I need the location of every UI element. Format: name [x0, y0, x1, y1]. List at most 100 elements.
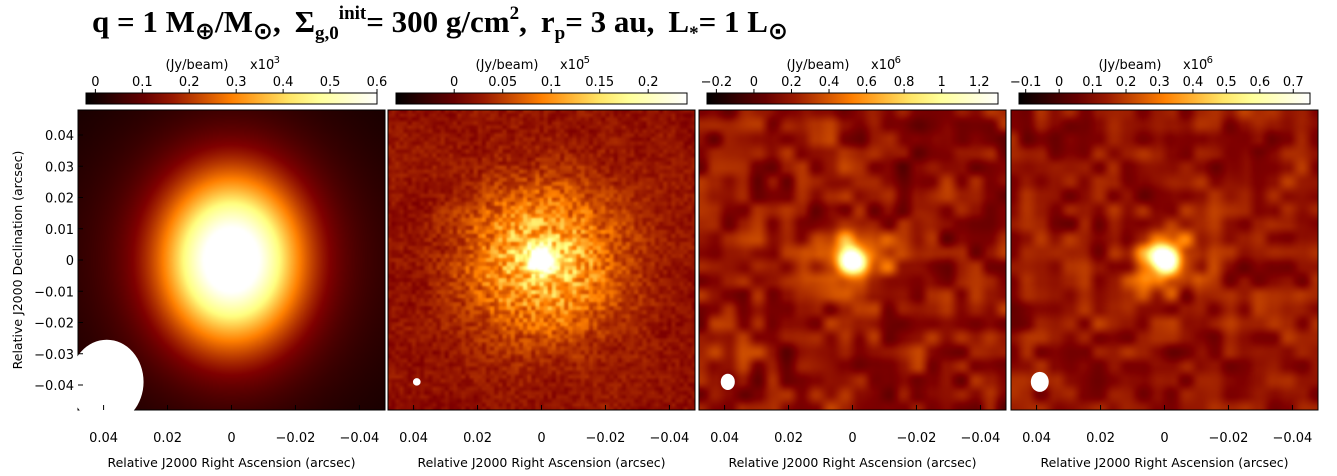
colorbar-unit-label: (Jy/beam) [787, 58, 850, 73]
x-tick-label: −0.02 [586, 431, 626, 446]
x-tick-label: 0 [537, 431, 545, 446]
colorbar-tick-label: −0.1 [1010, 75, 1042, 90]
y-tick-label: 0.01 [45, 223, 74, 238]
colorbar [395, 92, 688, 105]
colorbar-tick-label: 0.2 [781, 75, 802, 90]
title-rp-sub: p [554, 23, 566, 44]
colorbar-tick-label: 0.4 [1183, 75, 1204, 90]
colorbar-tick-label: 0.5 [1216, 75, 1237, 90]
x-tick-label: 0 [1160, 431, 1168, 446]
x-axis-label: Relative J2000 Right Ascension (arcsec) [417, 455, 665, 470]
x-tick-label: −0.04 [339, 431, 379, 446]
beam-ellipse [1030, 371, 1049, 392]
title-sigma-sub: g,0 [315, 23, 339, 44]
title-sigma: Σ [294, 4, 316, 39]
x-tick-label: −0.04 [1272, 431, 1312, 446]
y-tick-label: −0.03 [34, 348, 74, 363]
colorbar-unit-label: (Jy/beam) [476, 58, 539, 73]
y-tick-label: −0.01 [34, 285, 74, 300]
x-axis-label: Relative J2000 Right Ascension (arcsec) [1040, 455, 1288, 470]
colorbar-tick-label: −0.2 [701, 75, 733, 90]
panel-3-image [699, 110, 1006, 410]
x-axis-label: Relative J2000 Right Ascension (arcsec) [728, 455, 976, 470]
colorbar [85, 92, 378, 105]
y-tick-label: −0.02 [34, 317, 74, 332]
x-tick-label: 0.04 [1022, 431, 1051, 446]
colorbar-tick-label: 0.3 [1149, 75, 1170, 90]
colorbar-unit-label: (Jy/beam) [166, 58, 229, 73]
panel-2: 0 0.05 0.1 0.15 0.2 (Jy/beam) x10-5 0.04 0.02 0 −0… [387, 55, 696, 470]
x-tick-label: −0.02 [276, 431, 316, 446]
title-lstar-value: = 1 L [698, 4, 768, 39]
colorbar-tick-label: 0 [1055, 75, 1063, 90]
x-tick-label: −0.02 [1209, 431, 1249, 446]
title-rp-value: = 3 au, [565, 4, 655, 39]
title-q: q = 1 M [92, 4, 195, 39]
x-tick-label: 0.02 [153, 431, 182, 446]
colorbar-scale-label: x10 [560, 58, 584, 73]
title-sigma-value: = 300 g/cm [366, 4, 510, 39]
title-squared: 2 [509, 3, 520, 24]
colorbar-tick-label: 0.6 [1249, 75, 1270, 90]
title-comma-1: , [273, 4, 281, 39]
y-tick-label: 0.02 [45, 192, 74, 207]
sun-symbol-1: ⊙ [252, 17, 274, 45]
y-axis-label: Relative J2000 Declination (arcsec) [10, 151, 25, 370]
colorbar-tick-label: 0.8 [894, 75, 915, 90]
figure-title: q = 1 M⊕/M⊙, Σg,0init = 300 g/cm2, rp = 3 … [92, 2, 789, 45]
colorbar-tick-label: 0.4 [819, 75, 840, 90]
title-comma-2: , [519, 4, 527, 39]
x-tick-label: 0.02 [1086, 431, 1115, 446]
colorbar-tick-label: 0.1 [541, 75, 562, 90]
colorbar-tick-label: 0.05 [488, 75, 517, 90]
colorbar-scale-exponent: -6 [1203, 55, 1213, 66]
colorbar-tick-label: 0.2 [638, 75, 659, 90]
colorbar-tick-label: 0.15 [585, 75, 614, 90]
x-tick-label: 0 [848, 431, 856, 446]
y-tick-label: 0.03 [45, 160, 74, 175]
colorbar-scale-exponent: -3 [270, 55, 280, 66]
title-slash: /M [215, 4, 253, 39]
colorbar [1018, 92, 1311, 105]
colorbar-tick-label: 0.1 [1082, 75, 1103, 90]
colorbar-scale-label: x10 [1183, 58, 1207, 73]
title-sigma-sup: init [338, 3, 367, 24]
beam-ellipse [70, 339, 144, 425]
x-tick-label: 0.04 [399, 431, 428, 446]
x-axis-label: Relative J2000 Right Ascension (arcsec) [107, 455, 355, 470]
colorbar-tick-label: 0.5 [320, 75, 341, 90]
beam-ellipse [720, 373, 735, 390]
x-tick-label: 0.02 [774, 431, 803, 446]
beam-ellipse [412, 378, 421, 386]
panel-3: −0.2 0 0.2 0.4 0.6 0.8 1 1.2 (Jy/beam) x10-6 0.04 0… [698, 55, 1007, 470]
x-tick-label: 0.04 [710, 431, 739, 446]
panel-4: −0.1 0 0.1 0.2 0.3 0.4 0.5 0.6 0.7 (Jy/beam) x10-6… [1010, 55, 1319, 470]
colorbar-scale-exponent: -5 [580, 55, 590, 66]
colorbar-unit-label: (Jy/beam) [1099, 58, 1162, 73]
colorbar-tick-label: 0.7 [1283, 75, 1304, 90]
title-rp: r [540, 4, 555, 39]
colorbar-tick-label: 1 [938, 75, 946, 90]
x-tick-label: −0.02 [897, 431, 937, 446]
colorbar-scale-exponent: -6 [891, 55, 901, 66]
panel-2-image [388, 110, 695, 410]
x-tick-label: 0.04 [89, 431, 118, 446]
earth-symbol: ⊕ [194, 17, 216, 45]
colorbar-tick-label: 0 [750, 75, 758, 90]
title-lstar-sub: * [689, 23, 699, 44]
panel-1: 0 0.1 0.2 0.3 0.4 0.5 0.6 (Jy/beam) x10-3 0.04 0.0… [10, 55, 387, 470]
colorbar-tick-label: 0.4 [273, 75, 294, 90]
x-tick-label: −0.04 [960, 431, 1000, 446]
colorbar-tick-label: 0.3 [226, 75, 247, 90]
colorbar-scale-label: x10 [250, 58, 274, 73]
colorbar-tick-label: 0.6 [367, 75, 388, 90]
sun-symbol-2: ⊙ [767, 17, 789, 45]
colorbar-scale-label: x10 [871, 58, 895, 73]
colorbar-tick-label: 0 [91, 75, 99, 90]
colorbar [706, 92, 999, 105]
x-tick-label: 0.02 [463, 431, 492, 446]
panel-4-image [1011, 110, 1318, 410]
colorbar-tick-label: 0.6 [856, 75, 877, 90]
y-tick-label: −0.04 [34, 379, 74, 394]
